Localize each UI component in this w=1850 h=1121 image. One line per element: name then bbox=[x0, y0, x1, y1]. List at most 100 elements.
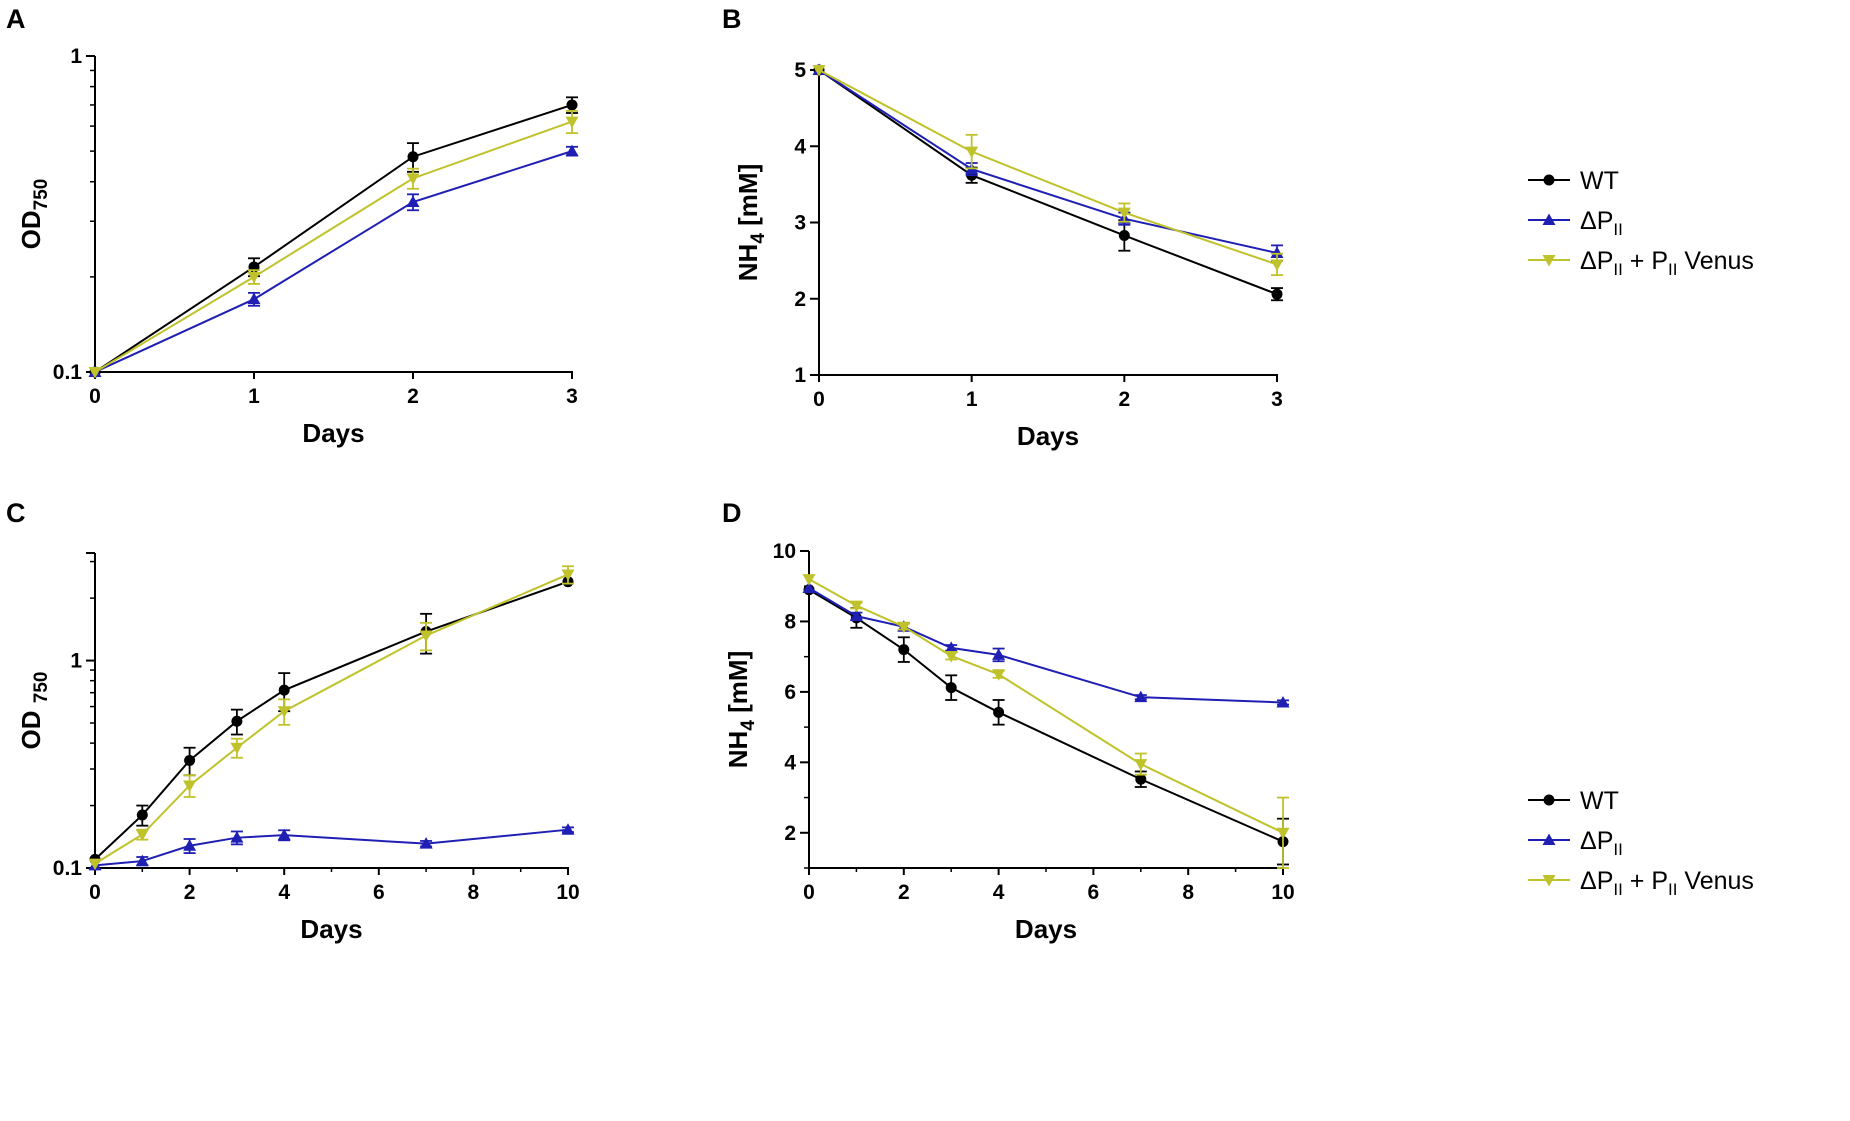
series-venus bbox=[812, 65, 1284, 277]
data-point bbox=[247, 271, 261, 284]
data-point bbox=[849, 600, 863, 613]
legend-label: ΔPII bbox=[1580, 207, 1623, 239]
legend-item-dp: ΔPII bbox=[1528, 827, 1623, 859]
panel-letter: B bbox=[722, 4, 742, 34]
data-point bbox=[1276, 827, 1290, 840]
data-point bbox=[135, 854, 149, 867]
data-point bbox=[406, 195, 420, 208]
series-venus bbox=[88, 110, 579, 379]
data-point bbox=[419, 837, 433, 849]
y-axis-title: NH4 [mM] bbox=[723, 651, 759, 768]
data-point bbox=[136, 809, 148, 821]
legend-label-sub: II bbox=[1613, 260, 1622, 279]
y-axis-title-tail: [mM] bbox=[723, 651, 753, 720]
legend-label-tail: Venus bbox=[1677, 247, 1753, 275]
legend-item-dp: ΔPII bbox=[1528, 207, 1623, 239]
x-tick-label: 3 bbox=[566, 385, 578, 408]
x-tick-label: 1 bbox=[248, 385, 260, 408]
data-point bbox=[1135, 773, 1147, 785]
panel-letter: C bbox=[6, 498, 26, 528]
data-point bbox=[183, 839, 197, 851]
legend-label-base: ΔP bbox=[1580, 247, 1613, 275]
series-line bbox=[808, 578, 1284, 834]
x-tick-label: 2 bbox=[184, 881, 196, 904]
series-line bbox=[808, 588, 1284, 843]
series-line bbox=[94, 580, 569, 861]
legend-label: ΔPII + PII Venus bbox=[1580, 247, 1754, 279]
x-axis-title: Days bbox=[1017, 421, 1079, 451]
series-line bbox=[94, 103, 573, 373]
legend-marker bbox=[1542, 213, 1556, 225]
y-tick-label: 3 bbox=[794, 212, 806, 235]
x-tick-label: 0 bbox=[813, 388, 825, 411]
data-point bbox=[1134, 759, 1148, 771]
data-point bbox=[247, 292, 261, 305]
y-tick-label: 1 bbox=[70, 45, 82, 68]
x-tick-label: 1 bbox=[966, 388, 978, 411]
legend-label: ΔPII bbox=[1580, 827, 1623, 859]
data-point bbox=[230, 742, 244, 755]
legend-item-wt: WT bbox=[1528, 787, 1619, 815]
x-tick-label: 10 bbox=[1271, 881, 1294, 904]
data-point bbox=[992, 669, 1006, 681]
x-axis-title: Days bbox=[300, 914, 362, 944]
data-point bbox=[135, 829, 149, 842]
data-point bbox=[993, 706, 1005, 718]
y-tick-label: 5 bbox=[794, 59, 806, 82]
series-dp bbox=[812, 63, 1284, 262]
series-dp bbox=[88, 823, 575, 871]
legend-item-wt: WT bbox=[1528, 167, 1619, 195]
data-point bbox=[802, 581, 816, 593]
legend-label-tail: Venus bbox=[1677, 867, 1753, 895]
y-axis-title-sub: 4 bbox=[738, 720, 759, 731]
data-point bbox=[965, 146, 979, 159]
data-point bbox=[561, 823, 575, 835]
series-venus bbox=[88, 565, 575, 871]
series-wt bbox=[89, 576, 574, 865]
data-point bbox=[230, 831, 244, 843]
x-tick-label: 0 bbox=[803, 881, 815, 904]
data-point bbox=[407, 151, 419, 163]
data-point bbox=[1118, 229, 1130, 241]
series-line bbox=[94, 120, 573, 373]
data-point bbox=[898, 644, 910, 656]
panel-letter: D bbox=[722, 498, 742, 528]
data-point bbox=[277, 706, 291, 718]
x-axis-title: Days bbox=[302, 418, 364, 448]
legend-label-mid: + P bbox=[1623, 867, 1668, 895]
x-tick-label: 3 bbox=[1271, 388, 1283, 411]
panel-c: C 0 2 4 6 8 10 0.1 1 Days OD 750 bbox=[6, 498, 580, 944]
data-point bbox=[566, 99, 578, 111]
legend-marker bbox=[1542, 833, 1556, 845]
x-tick-label: 6 bbox=[1088, 881, 1100, 904]
x-axis-title: Days bbox=[1015, 914, 1077, 944]
data-point bbox=[1276, 695, 1290, 708]
series-dp bbox=[802, 581, 1290, 708]
y-axis-title: OD750 bbox=[16, 179, 52, 250]
data-point bbox=[88, 858, 102, 871]
panel-a: A 0 1 2 3 0.1 1 Days OD750 bbox=[6, 4, 579, 448]
data-point bbox=[406, 173, 420, 185]
y-tick-label: 4 bbox=[794, 135, 806, 158]
legend-label-base: ΔP bbox=[1580, 827, 1613, 855]
y-axis-title-sub: 4 bbox=[748, 233, 769, 244]
y-tick-label: 0.1 bbox=[53, 361, 83, 384]
x-tick-label: 0 bbox=[89, 385, 101, 408]
series-venus bbox=[802, 574, 1290, 869]
y-tick-label: 2 bbox=[794, 288, 806, 311]
data-point bbox=[849, 609, 863, 622]
data-point bbox=[184, 754, 196, 766]
x-tick-label: 2 bbox=[1118, 388, 1130, 411]
data-point bbox=[565, 144, 579, 157]
data-point bbox=[944, 641, 958, 653]
legend-label: ΔPII + PII Venus bbox=[1580, 867, 1754, 899]
y-tick-label: 6 bbox=[784, 681, 796, 704]
y-tick-label: 0.1 bbox=[53, 857, 83, 880]
x-tick-label: 4 bbox=[993, 881, 1005, 904]
series-line bbox=[818, 69, 1278, 266]
legend-label-base: ΔP bbox=[1580, 207, 1613, 235]
series-line bbox=[94, 573, 569, 865]
legend-marker bbox=[1542, 255, 1556, 267]
